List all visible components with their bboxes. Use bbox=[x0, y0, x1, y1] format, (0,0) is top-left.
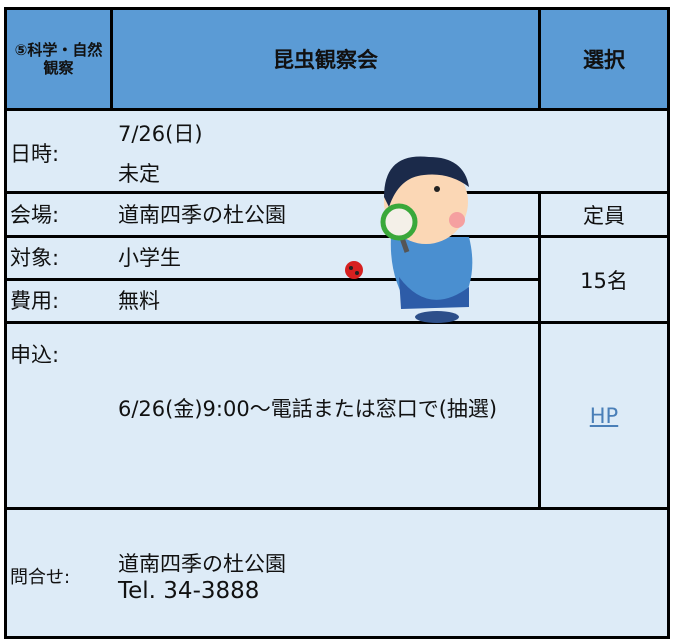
label: 会場: bbox=[10, 203, 60, 227]
value: Tel. 34-3888 bbox=[118, 578, 260, 604]
value: 道南四季の杜公園 bbox=[118, 552, 286, 576]
capacity-label: 定員 bbox=[541, 194, 667, 235]
value: 6/26(金)9:00～電話または窓口で(抽選) bbox=[118, 397, 498, 421]
label: 費用: bbox=[10, 289, 60, 313]
title-header: 昆虫観察会 bbox=[113, 10, 538, 108]
label: 問合せ: bbox=[10, 567, 71, 588]
value: 無料 bbox=[118, 289, 160, 313]
capacity-value: 15名 bbox=[541, 238, 667, 321]
row: 申込: 6/26(金)9:00～電話または窓口で(抽選) bbox=[7, 324, 538, 507]
link-cell: HP bbox=[541, 324, 667, 507]
label: 対象: bbox=[10, 246, 60, 270]
value: 未定 bbox=[118, 162, 160, 186]
row: 問合せ: 道南四季の杜公園 Tel. 34-3888 bbox=[7, 510, 667, 636]
illustration bbox=[345, 156, 473, 323]
label: 日時: bbox=[10, 142, 60, 166]
table: ⑤科学・自然観察 昆虫観察会 選択 日時: 7/26(日) 未定 会場: 道南四… bbox=[4, 7, 670, 639]
label: 申込: bbox=[10, 343, 60, 367]
select-header: 選択 bbox=[541, 10, 667, 108]
value: 道南四季の杜公園 bbox=[118, 203, 286, 227]
value: 小学生 bbox=[118, 246, 181, 270]
value: 7/26(日) bbox=[118, 122, 203, 146]
row: 日時: 7/26(日) 未定 bbox=[7, 111, 667, 191]
category-header: ⑤科学・自然観察 bbox=[7, 10, 110, 108]
hp-link[interactable]: HP bbox=[589, 403, 619, 428]
